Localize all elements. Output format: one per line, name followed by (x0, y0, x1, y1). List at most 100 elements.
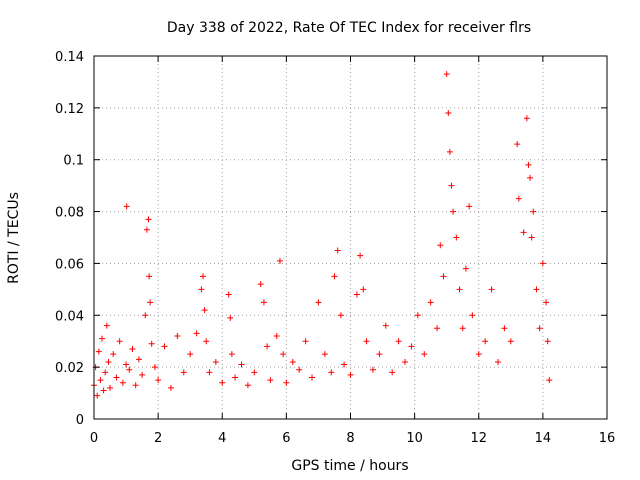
data-point (360, 286, 367, 293)
data-point (437, 242, 444, 249)
y-tick-label: 0.14 (55, 50, 84, 65)
data-point (289, 358, 296, 365)
data-point (456, 286, 463, 293)
data-point (129, 345, 136, 352)
data-point (155, 377, 162, 384)
data-point (123, 361, 130, 368)
y-tick-label: 0.06 (55, 257, 84, 272)
data-point (232, 374, 239, 381)
data-point (257, 281, 264, 288)
x-tick-label: 10 (406, 431, 423, 446)
data-point (116, 338, 123, 345)
data-point (110, 351, 117, 358)
data-point (321, 351, 328, 358)
data-point (203, 338, 210, 345)
data-point (302, 338, 309, 345)
x-tick-label: 8 (346, 431, 354, 446)
data-point (527, 174, 534, 181)
data-point (147, 299, 154, 306)
data-point (395, 338, 402, 345)
data-point (225, 291, 232, 298)
data-point (469, 312, 476, 319)
data-point (408, 343, 415, 350)
y-tick-label: 0.1 (63, 154, 84, 169)
data-point (151, 364, 158, 371)
x-tick-label: 16 (599, 431, 616, 446)
data-point (94, 392, 101, 399)
data-point (309, 374, 316, 381)
x-tick-label: 14 (535, 431, 552, 446)
data-point (244, 382, 251, 389)
x-tick-label: 4 (218, 431, 226, 446)
data-point (520, 229, 527, 236)
data-point (315, 299, 322, 306)
data-point (414, 312, 421, 319)
data-point (102, 369, 109, 376)
data-point (219, 379, 226, 386)
data-point (142, 312, 149, 319)
y-axis-label: ROTI / TECUs (6, 192, 22, 284)
x-tick-label: 2 (154, 431, 162, 446)
data-point (402, 358, 409, 365)
data-point (427, 299, 434, 306)
data-point (201, 307, 208, 314)
data-point (389, 369, 396, 376)
data-point (462, 265, 469, 272)
x-axis-label: GPS time / hours (291, 458, 408, 474)
data-point (528, 234, 535, 241)
data-point (363, 338, 370, 345)
data-point (530, 208, 537, 215)
data-point (146, 273, 153, 280)
data-point (228, 351, 235, 358)
y-tick-label: 0 (76, 413, 84, 428)
data-point (544, 338, 551, 345)
y-tick-label: 0.02 (55, 361, 84, 376)
data-point (443, 71, 450, 78)
data-point (475, 351, 482, 358)
data-point (488, 286, 495, 293)
data-point (143, 226, 150, 233)
data-point (260, 299, 267, 306)
data-point (421, 351, 428, 358)
data-point (276, 257, 283, 264)
data-point (206, 369, 213, 376)
data-point (180, 369, 187, 376)
data-point (331, 273, 338, 280)
data-point (103, 322, 110, 329)
data-point (369, 366, 376, 373)
axis-ticks: 0 2 4 6 8 10 12 14 16 0 0.02 0.04 0.06 0.08 0.1 0.12 0.1… (55, 50, 615, 446)
data-point (139, 371, 146, 378)
data-point (167, 384, 174, 391)
x-tick-label: 12 (470, 431, 487, 446)
data-point (507, 338, 514, 345)
data-point (95, 348, 102, 355)
data-point (227, 314, 234, 321)
data-point (514, 141, 521, 148)
data-point (251, 369, 258, 376)
data-point (382, 322, 389, 329)
data-point (347, 371, 354, 378)
x-tick-label: 6 (282, 431, 290, 446)
y-tick-label: 0.12 (55, 102, 84, 117)
data-point (238, 361, 245, 368)
data-point (466, 203, 473, 210)
x-tick-label: 0 (90, 431, 98, 446)
data-point (212, 358, 219, 365)
data-point (132, 382, 139, 389)
data-point (187, 351, 194, 358)
chart-title: Day 338 of 2022, Rate Of TEC Index for r… (167, 20, 531, 36)
data-point (448, 182, 455, 189)
data-point (543, 299, 550, 306)
data-point (357, 252, 364, 259)
data-point (267, 377, 274, 384)
data-point (515, 195, 522, 202)
data-point (337, 312, 344, 319)
data-point (119, 379, 126, 386)
data-point (161, 343, 168, 350)
data-point (123, 203, 130, 210)
data-point (482, 338, 489, 345)
data-point (501, 325, 508, 332)
data-point (126, 366, 133, 373)
data-point (533, 286, 540, 293)
